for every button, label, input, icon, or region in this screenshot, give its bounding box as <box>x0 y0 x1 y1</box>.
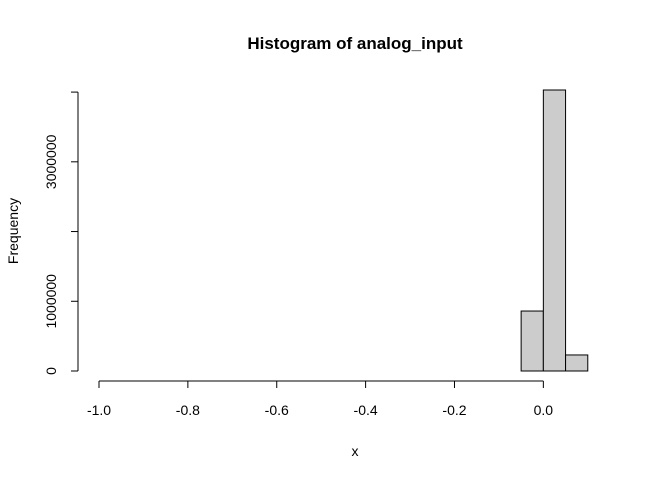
x-tick-label: -1.0 <box>87 402 111 418</box>
y-tick-label: 0 <box>43 367 59 375</box>
histogram-bar <box>565 354 589 372</box>
chart-title: Histogram of analog_input <box>247 34 463 53</box>
y-axis-label: Frequency <box>5 198 21 264</box>
histogram-bars <box>520 89 589 372</box>
x-axis: -1.0 -0.8 -0.6 -0.4 -0.2 0.0 <box>87 380 554 418</box>
y-tick-label: 3000000 <box>43 134 59 189</box>
x-tick-label: -0.6 <box>265 402 289 418</box>
x-tick-label: -0.4 <box>354 402 378 418</box>
y-axis: 0 1000000 3000000 <box>43 91 79 375</box>
x-tick-label: 0.0 <box>534 402 554 418</box>
histogram-bar <box>520 310 544 372</box>
y-tick-label: 1000000 <box>43 274 59 329</box>
histogram-bar <box>542 89 567 372</box>
x-tick-label: -0.2 <box>442 402 466 418</box>
x-tick-label: -0.8 <box>176 402 200 418</box>
x-axis-label: x <box>352 443 359 459</box>
